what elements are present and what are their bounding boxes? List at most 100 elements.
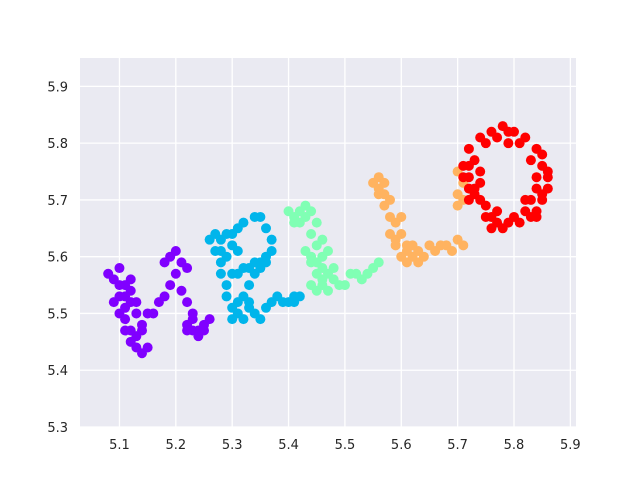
scatter-point <box>289 297 300 308</box>
scatter-point <box>137 325 147 336</box>
scatter-point <box>311 217 322 228</box>
scatter-point <box>221 228 232 239</box>
x-tick-label: 5.5 <box>335 438 356 453</box>
scatter-point <box>323 285 333 296</box>
scatter-point <box>463 194 474 205</box>
scatter-point <box>475 177 486 188</box>
x-tick-label: 5.3 <box>222 438 243 453</box>
scatter-point <box>289 217 300 228</box>
scatter-point <box>401 246 412 257</box>
scatter-point <box>182 297 193 308</box>
scatter-point <box>469 155 480 166</box>
scatter-point <box>199 325 209 336</box>
plot-area <box>80 58 576 427</box>
scatter-point <box>492 132 503 143</box>
scatter-point <box>328 263 339 274</box>
scatter-point <box>182 263 193 274</box>
x-tick-label: 5.6 <box>391 438 412 453</box>
scatter-point <box>317 234 328 245</box>
x-tick-label: 5.7 <box>447 438 468 453</box>
scatter-point <box>266 234 277 245</box>
scatter-point <box>182 325 193 336</box>
scatter-point <box>142 342 153 353</box>
y-tick-label: 5.6 <box>47 251 68 266</box>
y-axis-ticks: 5.3 5.4 5.5 5.6 5.7 5.8 5.9 <box>47 80 68 436</box>
scatter-point <box>244 280 255 291</box>
scatter-point <box>306 228 317 239</box>
scatter-point <box>458 240 469 251</box>
scatter-point <box>120 291 131 302</box>
scatter-point <box>120 325 131 336</box>
scatter-point <box>255 314 266 325</box>
scatter-point <box>373 183 384 194</box>
scatter-point <box>520 206 531 217</box>
scatter-point <box>373 257 384 268</box>
scatter-point <box>514 138 525 149</box>
scatter-point <box>396 211 407 222</box>
scatter-point <box>480 138 491 149</box>
y-tick-label: 5.3 <box>47 421 68 436</box>
series-2 <box>283 200 384 296</box>
scatter-point <box>503 138 514 149</box>
scatter-point <box>170 246 181 257</box>
scatter-point <box>221 291 232 302</box>
scatter-point <box>390 234 401 245</box>
x-axis-ticks: 5.1 5.2 5.3 5.4 5.5 5.6 5.7 5.8 5.9 <box>109 438 581 453</box>
scatter-point <box>447 246 457 257</box>
scatter-point <box>114 263 125 274</box>
y-tick-label: 5.5 <box>47 307 68 322</box>
series-3 <box>368 166 469 268</box>
scatter-point <box>306 257 317 268</box>
scatter-point <box>232 246 243 257</box>
y-tick-label: 5.7 <box>47 194 68 209</box>
x-tick-label: 5.2 <box>165 438 186 453</box>
scatter-point <box>215 268 226 279</box>
x-tick-label: 5.8 <box>504 438 525 453</box>
scatter-point <box>300 211 311 222</box>
series-0 <box>103 246 215 359</box>
scatter-point <box>108 297 119 308</box>
scatter-point <box>463 143 474 154</box>
x-tick-label: 5.9 <box>560 438 581 453</box>
scatter-point <box>413 257 424 268</box>
scatter-point <box>497 223 508 234</box>
scatter-point <box>187 314 198 325</box>
scatter-point <box>509 211 519 222</box>
scatter-point <box>537 149 548 160</box>
scatter-point <box>531 211 542 222</box>
scatter-point <box>503 126 514 137</box>
scatter-point <box>266 246 277 257</box>
scatter-point <box>458 160 469 171</box>
y-tick-label: 5.8 <box>47 137 68 152</box>
scatter-point <box>204 314 215 325</box>
scatter-point <box>131 308 142 319</box>
scatter-point <box>261 257 271 268</box>
scatter-point <box>131 297 142 308</box>
scatter-point <box>520 194 531 205</box>
grid-lines <box>80 58 576 428</box>
scatter-point <box>261 223 271 234</box>
scatter-point <box>339 280 350 291</box>
scatter-point <box>159 257 170 268</box>
scatter-point <box>249 211 260 222</box>
scatter-point <box>125 274 136 285</box>
scatter-point <box>531 172 542 183</box>
scatter-point <box>170 268 181 279</box>
scatter-point <box>159 291 170 302</box>
scatter-point <box>486 223 497 234</box>
x-tick-label: 5.4 <box>278 438 299 453</box>
scatter-point <box>165 280 176 291</box>
y-tick-label: 5.4 <box>47 364 68 379</box>
scatter-point <box>244 297 255 308</box>
scatter-point <box>542 166 553 177</box>
scatter-point <box>238 314 249 325</box>
scatter-point <box>385 194 395 205</box>
scatter-point <box>215 246 226 257</box>
scatter-point <box>114 308 125 319</box>
x-tick-label: 5.1 <box>109 438 130 453</box>
scatter-point <box>531 183 542 194</box>
scatter-point <box>492 206 503 217</box>
scatter-point <box>475 166 486 177</box>
series-1 <box>204 211 305 325</box>
